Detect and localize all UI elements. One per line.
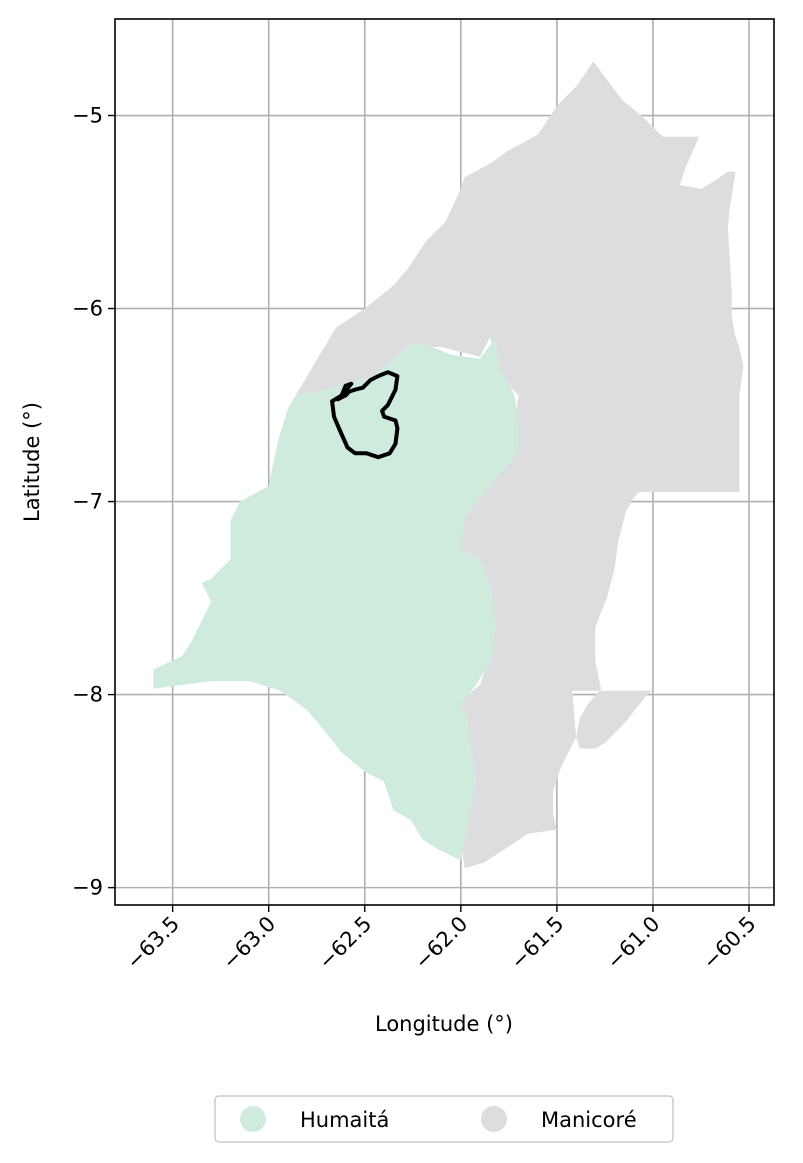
x-tick-label: −62.5 <box>314 912 376 974</box>
y-tick-label: −5 <box>72 104 103 128</box>
x-tick-label: −63.0 <box>218 912 280 974</box>
legend-box <box>214 1095 674 1143</box>
plot-frame <box>114 18 775 906</box>
x-tick-label: −62.0 <box>410 912 472 974</box>
y-tick-label: −8 <box>72 683 103 707</box>
legend: Humaitá Manicoré <box>214 1095 674 1143</box>
region-manicor <box>295 61 744 869</box>
region-humait <box>153 337 519 861</box>
y-tick-label: −6 <box>72 297 103 321</box>
regions-layer <box>153 61 744 869</box>
x-tick-label: −61.5 <box>506 912 568 974</box>
x-axis-label: Longitude (°) <box>375 1012 513 1036</box>
x-tick-label: −63.5 <box>122 912 184 974</box>
y-axis-label: Latitude (°) <box>20 402 44 522</box>
legend-marker <box>240 1106 266 1132</box>
y-tick-label: −9 <box>72 876 103 900</box>
legend-label: Humaitá <box>300 1108 389 1132</box>
study-area-boundary <box>330 370 400 460</box>
boundary-layer <box>330 370 400 460</box>
axes-frame <box>114 18 775 906</box>
y-tick-label: −7 <box>72 490 103 514</box>
legend-marker <box>481 1106 507 1132</box>
x-tick-label: −61.0 <box>602 912 664 974</box>
legend-label: Manicoré <box>541 1108 637 1132</box>
x-tick-label: −60.5 <box>698 912 760 974</box>
